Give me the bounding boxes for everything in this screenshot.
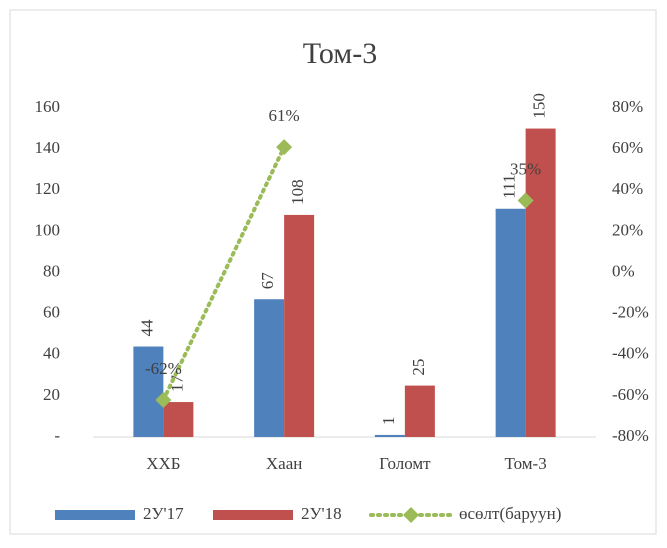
y-tick-label: 160 xyxy=(35,97,61,116)
line-marker xyxy=(517,192,534,209)
legend-swatch xyxy=(55,510,135,520)
data-label: 150 xyxy=(530,93,549,119)
bar xyxy=(284,214,315,437)
bar xyxy=(374,434,405,437)
data-label: 25 xyxy=(409,359,428,376)
data-label: 17 xyxy=(167,375,186,393)
legend-label: өсөлт(баруун) xyxy=(459,504,561,523)
y2-tick-label: -40% xyxy=(612,344,649,363)
chart-title: Том-3 xyxy=(303,37,377,70)
bar xyxy=(254,299,285,437)
legend-label: 2У'18 xyxy=(301,504,342,523)
legend-swatch xyxy=(213,510,293,520)
data-label: 67 xyxy=(258,272,277,290)
bar xyxy=(525,128,556,437)
data-label: 108 xyxy=(288,179,307,205)
data-label: 1 xyxy=(379,416,398,425)
y-tick-label: 80 xyxy=(43,261,60,280)
line-marker xyxy=(155,391,172,408)
chart-border xyxy=(9,9,657,535)
x-tick-label: ХХБ xyxy=(146,454,180,473)
y-tick-label: 60 xyxy=(43,303,60,322)
x-tick-label: Голомт xyxy=(379,454,431,473)
y2-tick-label: 20% xyxy=(612,220,643,239)
x-tick-label: Хаан xyxy=(266,454,302,473)
y2-tick-label: -60% xyxy=(612,385,649,404)
data-label: 61% xyxy=(269,106,300,125)
y2-tick-label: 40% xyxy=(612,179,643,198)
y2-tick-label: 60% xyxy=(612,138,643,157)
x-tick-label: Том-3 xyxy=(505,454,547,473)
y-tick-label: - xyxy=(54,426,60,445)
y-tick-label: 20 xyxy=(43,385,60,404)
bar xyxy=(495,208,526,437)
y-tick-label: 100 xyxy=(35,220,61,239)
data-label: 111 xyxy=(500,175,519,199)
data-label: -62% xyxy=(145,359,182,378)
bar xyxy=(133,346,164,437)
y2-tick-label: 0% xyxy=(612,261,635,280)
legend-swatch xyxy=(403,507,419,523)
y2-tick-label: -20% xyxy=(612,303,649,322)
y2-tick-label: 80% xyxy=(612,97,643,116)
y-tick-label: 120 xyxy=(35,179,61,198)
line-marker xyxy=(276,139,293,156)
bar xyxy=(404,385,435,437)
y2-tick-label: -80% xyxy=(612,426,649,445)
data-label: 35% xyxy=(510,159,541,178)
y-tick-label: 40 xyxy=(43,344,60,363)
legend-label: 2У'17 xyxy=(143,504,184,523)
y-tick-label: 140 xyxy=(35,138,61,157)
data-label: 44 xyxy=(137,319,156,337)
bar xyxy=(163,402,194,437)
